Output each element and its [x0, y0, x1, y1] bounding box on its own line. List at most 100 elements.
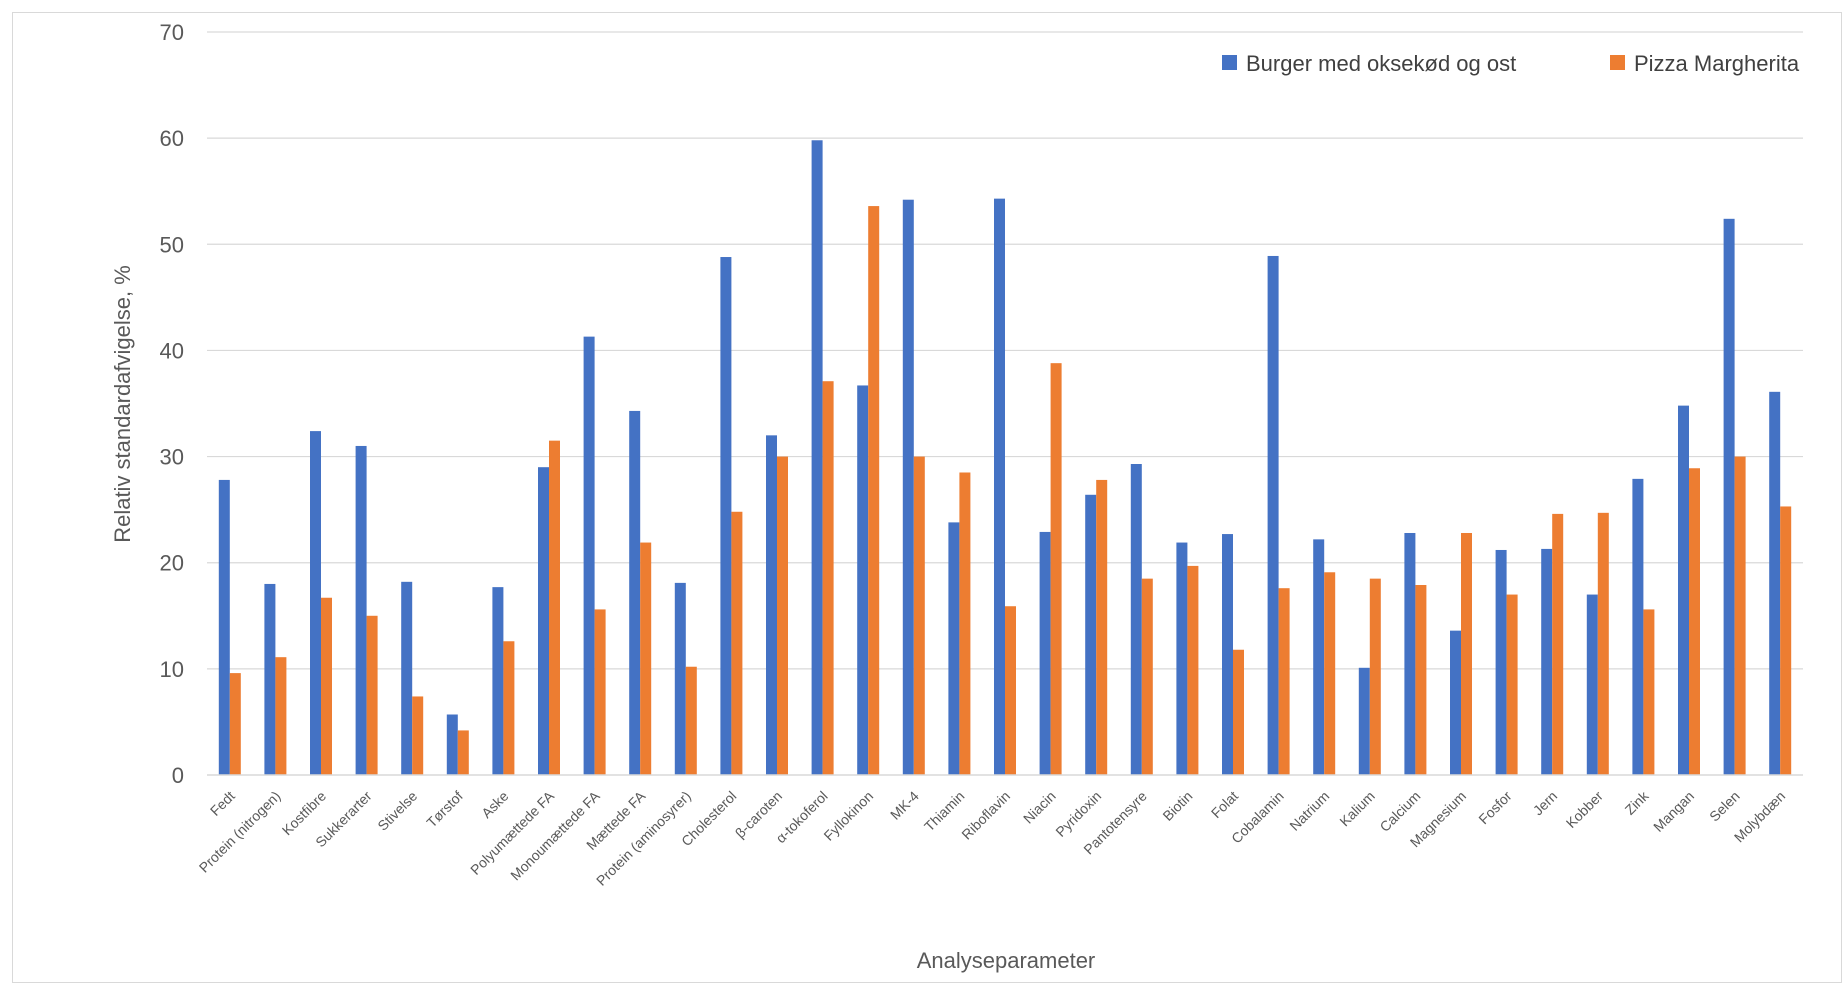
bar-burger-0 [218, 479, 230, 775]
y-axis-ticks: 0 10 20 30 40 50 60 70 [160, 20, 184, 788]
bar-pizza-19 [1096, 479, 1108, 775]
legend-label: Burger med oksekød og ost [1246, 51, 1516, 76]
x-category-label: Riboflavin [958, 788, 1013, 843]
bar-burger-33 [1723, 218, 1735, 776]
bar-burger-4 [401, 581, 413, 775]
bar-burger-13 [811, 140, 823, 775]
bar-burger-7 [538, 467, 549, 775]
bar-burger-18 [1039, 531, 1051, 775]
x-category-label: Fedt [207, 788, 238, 819]
x-category-label: MK-4 [887, 788, 922, 823]
bar-burger-28 [1495, 549, 1507, 775]
x-category-label: Thiamin [921, 788, 968, 835]
x-category-label: Niacin [1020, 788, 1059, 827]
x-category-label: Fyllokinon [820, 788, 876, 844]
bar-burger-32 [1678, 405, 1689, 775]
bar-pizza-28 [1506, 594, 1518, 775]
bar-pizza-22 [1233, 649, 1244, 775]
bar-pizza-4 [412, 696, 424, 775]
legend-label: Pizza Margherita [1634, 51, 1800, 76]
y-tick-label: 10 [160, 657, 184, 682]
y-tick-label: 30 [160, 445, 184, 470]
bar-pizza-32 [1689, 468, 1700, 775]
bar-burger-34 [1769, 391, 1781, 775]
bar-burger-11 [720, 257, 732, 776]
bar-burger-1 [264, 583, 276, 775]
bar-pizza-0 [229, 673, 241, 775]
x-category-label: Stivelse [374, 788, 420, 834]
bar-burger-25 [1358, 667, 1370, 775]
bar-burger-31 [1632, 478, 1644, 775]
bar-pizza-8 [594, 609, 606, 775]
bar-burger-19 [1085, 494, 1097, 775]
bar-burger-3 [355, 445, 367, 775]
bar-burger-14 [857, 385, 869, 775]
bar-burger-20 [1130, 464, 1142, 775]
bar-burger-26 [1404, 532, 1416, 775]
x-category-label: Polyumættede FA [467, 787, 557, 877]
bar-pizza-14 [868, 206, 880, 775]
x-category-label: Selen [1706, 788, 1743, 825]
bar-burger-27 [1450, 630, 1461, 775]
x-category-label: Protein (nitrogen) [196, 788, 284, 876]
x-category-label: Jern [1530, 788, 1561, 819]
x-axis-title: Analyseparameter [917, 948, 1096, 973]
bar-burger-23 [1267, 255, 1279, 775]
y-tick-label: 70 [160, 20, 184, 45]
y-tick-label: 40 [160, 338, 184, 363]
bar-pizza-1 [275, 657, 287, 775]
bars [218, 140, 1792, 776]
bar-pizza-9 [640, 542, 652, 775]
x-category-label: Tørstof [423, 788, 466, 831]
bar-pizza-7 [549, 440, 560, 775]
bar-pizza-20 [1141, 578, 1153, 775]
x-category-label: Folat [1208, 788, 1241, 821]
bar-pizza-3 [366, 615, 378, 775]
legend-swatch [1610, 55, 1625, 70]
x-category-label: Aske [478, 788, 511, 821]
x-category-label: Mangan [1650, 788, 1697, 835]
bar-pizza-12 [777, 456, 788, 775]
bar-pizza-34 [1780, 506, 1792, 775]
bar-pizza-17 [1005, 606, 1016, 775]
bar-pizza-23 [1278, 588, 1290, 775]
bar-pizza-16 [959, 472, 971, 775]
bar-pizza-25 [1369, 578, 1381, 775]
bar-pizza-30 [1597, 512, 1609, 775]
bar-pizza-6 [503, 641, 515, 775]
bar-burger-24 [1313, 539, 1325, 775]
bar-burger-6 [492, 587, 504, 775]
bar-pizza-29 [1552, 513, 1564, 775]
bar-pizza-13 [822, 381, 834, 775]
bar-pizza-2 [321, 597, 332, 775]
legend: Burger med oksekød og ost Pizza Margherit… [1222, 51, 1800, 76]
bar-burger-17 [994, 198, 1005, 775]
bar-burger-12 [766, 435, 777, 775]
bar-pizza-11 [731, 511, 743, 775]
y-tick-label: 60 [160, 126, 184, 151]
x-category-label: Zink [1622, 787, 1653, 818]
bar-burger-22 [1222, 534, 1233, 775]
bar-pizza-15 [913, 456, 925, 775]
bar-burger-2 [310, 431, 321, 775]
bar-burger-5 [446, 714, 458, 775]
x-category-label: Biotin [1159, 788, 1195, 824]
x-category-label: Kobber [1563, 788, 1606, 831]
bar-pizza-24 [1324, 572, 1336, 775]
bar-burger-30 [1586, 594, 1598, 775]
bar-pizza-18 [1050, 363, 1062, 775]
legend-swatch [1222, 55, 1237, 70]
bar-burger-8 [583, 336, 595, 775]
bar-pizza-26 [1415, 585, 1427, 775]
x-category-label: Fosfor [1475, 788, 1515, 828]
bar-pizza-5 [457, 730, 469, 775]
y-axis-title: Relativ standardafvigelse, % [110, 265, 135, 543]
y-tick-label: 50 [160, 232, 184, 257]
bar-pizza-21 [1187, 565, 1199, 775]
bar-pizza-31 [1643, 609, 1655, 775]
bar-burger-9 [629, 410, 641, 775]
bar-pizza-10 [685, 666, 697, 775]
y-tick-label: 20 [160, 551, 184, 576]
